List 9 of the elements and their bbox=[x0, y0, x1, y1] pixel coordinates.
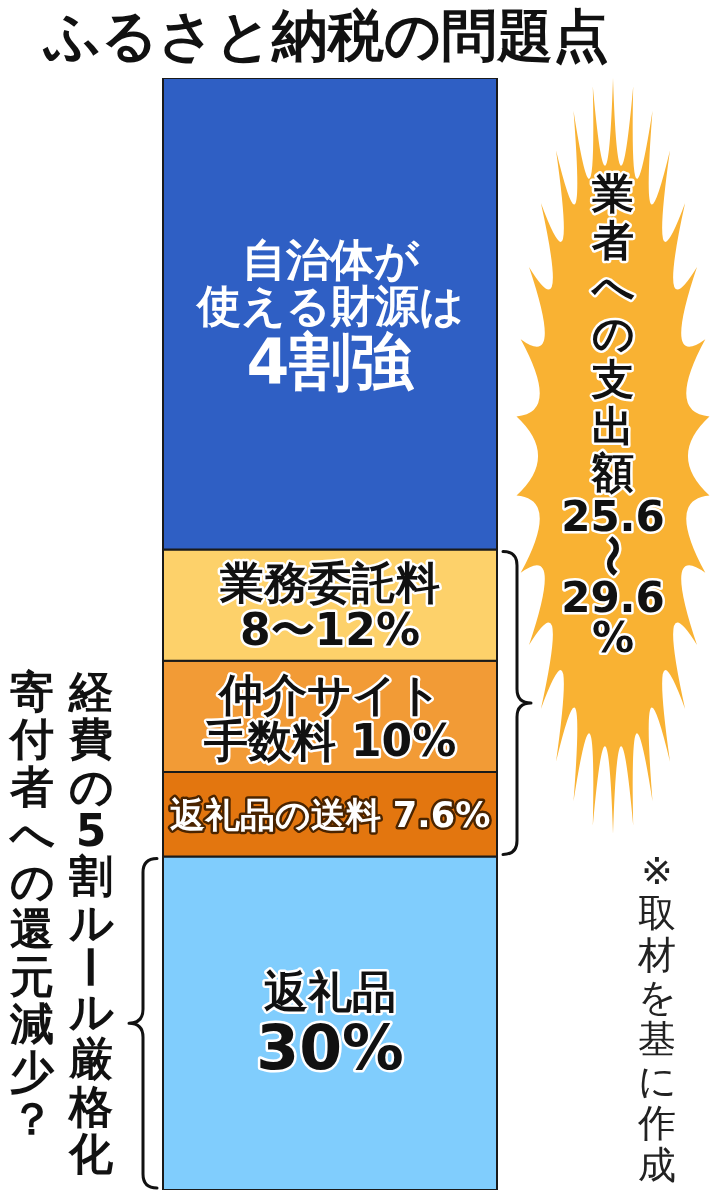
text: 経費の5割ルール厳格化 bbox=[64, 665, 116, 1180]
text: 寄付者への還元減少？ bbox=[9, 665, 55, 1145]
text: 仲介サイト手数料 10% bbox=[203, 668, 457, 766]
text: ※取材を基に作成 bbox=[637, 848, 677, 1187]
text: 返礼品の送料 7.6% bbox=[169, 794, 491, 836]
chart-title: ふるさと納税の問題点 bbox=[44, 2, 609, 70]
series-label: 自治体が使える財源は4割強 bbox=[194, 233, 464, 399]
text: 業者への支出額25.6〜29.6% bbox=[561, 169, 665, 662]
series-label: 業務委託料8〜12% bbox=[219, 557, 440, 655]
